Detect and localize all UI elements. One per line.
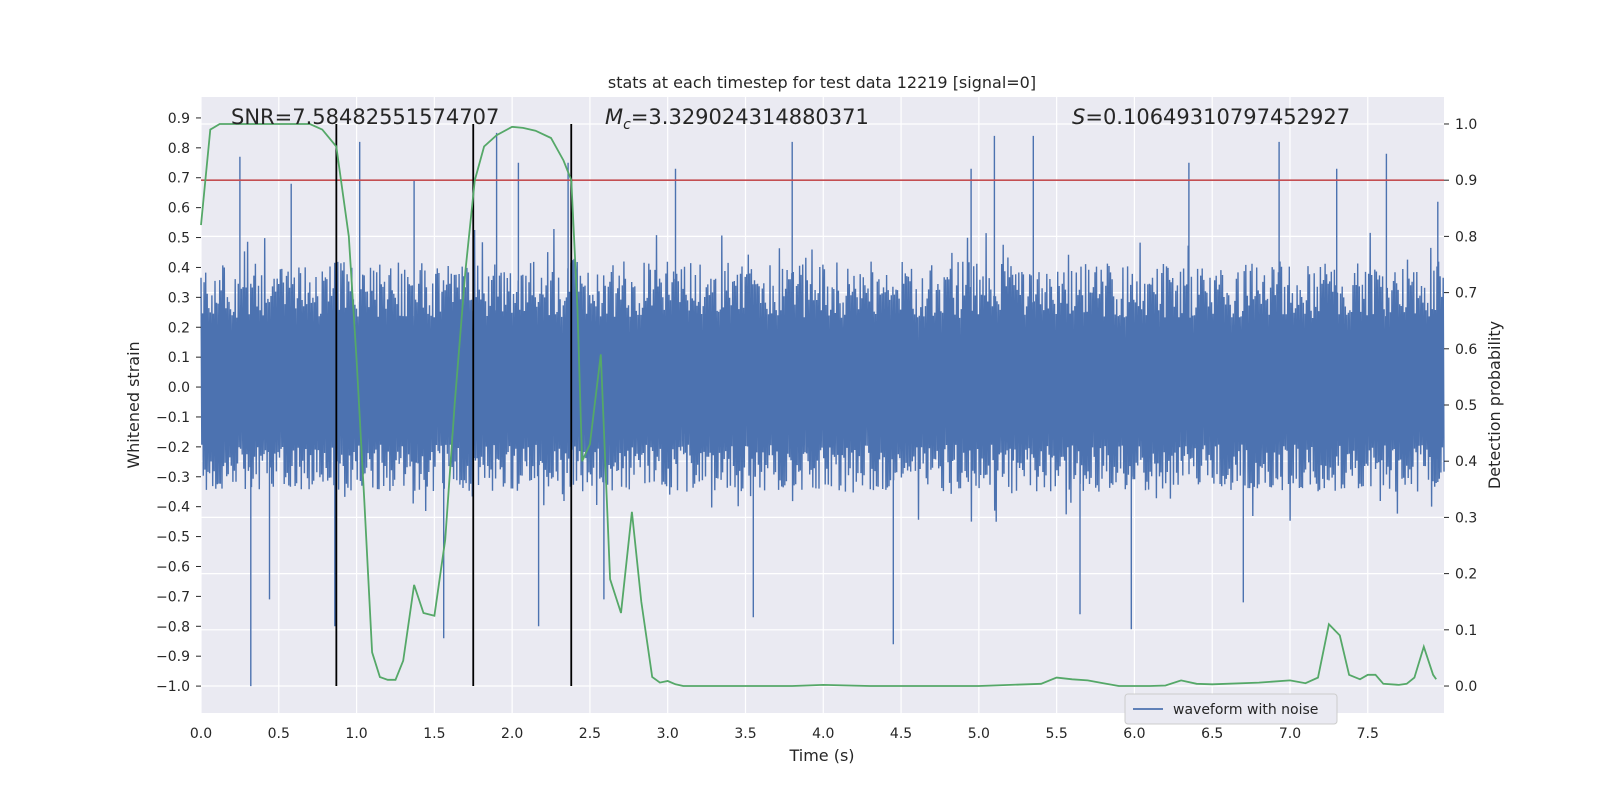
- y-left-tick-label: 0.9: [168, 111, 190, 127]
- snr-annotation: SNR=7.58482551574707: [231, 105, 499, 129]
- x-tick-label: 2.5: [579, 726, 601, 742]
- x-tick-label: 6.5: [1201, 726, 1223, 742]
- chirp-mass-value: =3.329024314880371: [631, 105, 869, 129]
- s-symbol: S: [1072, 105, 1085, 129]
- x-tick-label: 7.5: [1357, 726, 1379, 742]
- x-tick-label: 4.0: [812, 726, 834, 742]
- y-right-tick-label: 0.5: [1455, 398, 1477, 414]
- y-left-tick-label: 0.2: [168, 320, 190, 336]
- y-right-tick-label: 1.0: [1455, 117, 1477, 133]
- y-right-tick-label: 0.2: [1455, 567, 1477, 583]
- y-left-tick-label: 0.0: [168, 380, 190, 396]
- y-left-tick-label: 0.6: [168, 201, 190, 217]
- y-left-tick-label: −0.9: [156, 649, 190, 665]
- waveform-trace: [200, 132, 1445, 687]
- y-left-tick-label: −0.3: [156, 470, 190, 486]
- x-axis-label: Time (s): [788, 746, 854, 765]
- y-left-tick-label: 0.1: [168, 350, 190, 366]
- x-axis-ticks: 0.0 0.5 1.0 1.5 2.0 2.5 3.0 3.5 4.0 4.5 5.0 5.5 6.0 6…: [190, 726, 1379, 742]
- y-left-axis-ticks: 0.9 0.8 0.7 0.6 0.5 0.4 0.3 0.2 0.1 0.0 −0.1 −0.2 −0…: [156, 111, 201, 695]
- legend: waveform with noise: [1124, 693, 1338, 725]
- y-right-tick-label: 0.4: [1455, 454, 1477, 470]
- y-left-tick-label: 0.8: [168, 141, 190, 157]
- y-right-tick-label: 0.7: [1455, 286, 1477, 302]
- legend-box: [1124, 693, 1338, 725]
- y-left-tick-label: −0.5: [156, 530, 190, 546]
- chirp-mass-annotation: Mc=3.329024314880371: [605, 105, 869, 133]
- x-tick-label: 1.0: [345, 726, 367, 742]
- chirp-mass-symbol: M: [605, 105, 623, 129]
- y-right-tick-label: 0.6: [1455, 342, 1477, 358]
- x-tick-label: 4.5: [890, 726, 912, 742]
- x-tick-label: 5.5: [1045, 726, 1067, 742]
- y-right-tick-label: 0.3: [1455, 510, 1477, 526]
- x-tick-label: 0.0: [190, 726, 212, 742]
- y-right-axis-label: Detection probability: [1485, 321, 1504, 489]
- x-tick-label: 6.0: [1123, 726, 1145, 742]
- y-left-tick-label: 0.7: [168, 171, 190, 187]
- y-right-tick-label: 0.1: [1455, 623, 1477, 639]
- y-left-tick-label: −0.7: [156, 589, 190, 605]
- x-tick-label: 5.0: [968, 726, 990, 742]
- s-annotation: S=0.10649310797452927: [1072, 105, 1350, 129]
- y-right-tick-label: 0.8: [1455, 229, 1477, 245]
- y-left-axis-label: Whitened strain: [124, 341, 143, 468]
- x-tick-label: 7.0: [1279, 726, 1301, 742]
- vertical-markers: [335, 123, 573, 687]
- y-left-tick-label: −0.4: [156, 500, 190, 516]
- waveform-series: [200, 132, 1445, 687]
- y-right-tick-label: 0.0: [1455, 679, 1477, 695]
- chirp-mass-subscript: c: [623, 117, 631, 133]
- y-left-tick-label: 0.3: [168, 290, 190, 306]
- legend-label: waveform with noise: [1173, 702, 1318, 718]
- y-right-tick-label: 0.9: [1455, 173, 1477, 189]
- y-left-tick-label: −0.6: [156, 559, 190, 575]
- y-left-tick-label: −0.1: [156, 410, 190, 426]
- x-tick-label: 3.5: [734, 726, 756, 742]
- chart-title: stats at each timestep for test data 122…: [608, 73, 1036, 92]
- y-left-tick-label: −0.2: [156, 440, 190, 456]
- probability-line: [200, 123, 1437, 687]
- y-left-tick-label: 0.5: [168, 231, 190, 247]
- x-tick-label: 1.5: [423, 726, 445, 742]
- s-value: =0.10649310797452927: [1085, 105, 1350, 129]
- y-left-tick-label: 0.4: [168, 260, 190, 276]
- x-tick-label: 0.5: [268, 726, 290, 742]
- y-left-tick-label: −0.8: [156, 619, 190, 635]
- y-right-axis-ticks: 1.0 0.9 0.8 0.7 0.6 0.5 0.4 0.3 0.2 0.1 0.0: [1444, 117, 1477, 695]
- x-tick-label: 2.0: [501, 726, 523, 742]
- x-tick-label: 3.0: [657, 726, 679, 742]
- y-left-tick-label: −1.0: [156, 679, 190, 695]
